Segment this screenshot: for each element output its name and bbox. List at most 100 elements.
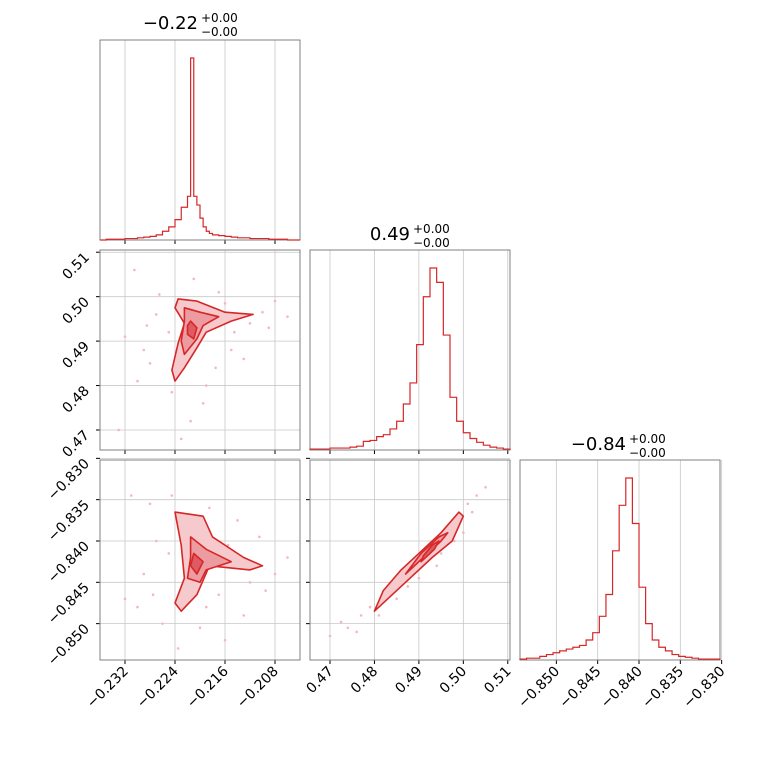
contour-p1-p3-ytick-label: −0.840 xyxy=(45,539,93,587)
contour-p1-p2-sample-point xyxy=(158,293,161,296)
contour-p1-p3-sample-point xyxy=(123,597,127,601)
contour-p2-p3-sample-point xyxy=(355,630,358,634)
contour-p2-p3-sample-point xyxy=(346,626,350,630)
title-p2-sub: −0.00 xyxy=(413,236,450,250)
title-p3-sub: −0.00 xyxy=(629,446,666,460)
contour-p2-p3-sample-point xyxy=(328,634,332,638)
title-p1: −0.22 +0.00 −0.00 xyxy=(143,11,238,39)
contour-p2-p3-sample-point xyxy=(368,605,372,609)
contour-p1-p2-sample-point xyxy=(142,348,146,352)
title-p3-sup: +0.00 xyxy=(629,432,666,446)
contour-p1-p2-sample-point xyxy=(217,290,221,294)
contour-p2-p3-sample-point xyxy=(406,585,410,588)
contour-p2-p3-sample-point xyxy=(462,531,465,535)
contour-p1-p3-ytick-label: −0.845 xyxy=(45,580,93,628)
contour-p1-p3-ytick-label: −0.835 xyxy=(45,497,93,545)
contour-p2-p3-xtick-label: 0.49 xyxy=(392,664,425,697)
contour-p1-p3-sample-point xyxy=(148,502,152,506)
contour-p2-p3-frame xyxy=(309,459,511,661)
contour-p1-p3-xtick-label: −0.208 xyxy=(234,664,282,712)
contour-p2-p3-sample-point xyxy=(417,576,421,580)
contour-p1-p2-level-2 xyxy=(180,306,220,356)
hist-p3-frame xyxy=(519,459,721,661)
contour-p2-p3-xtick-label: 0.48 xyxy=(348,664,381,697)
contour-p2-p3-sample-point xyxy=(359,614,363,617)
title-p1-sub: −0.00 xyxy=(201,25,238,39)
contour-p1-p3-ytick-label: −0.850 xyxy=(45,621,93,669)
hist-p2-step xyxy=(309,267,511,450)
contour-p1-p3-sample-point xyxy=(286,556,289,559)
contour-p2-p3-sample-point xyxy=(470,510,474,514)
contour-p1-p2-sample-point xyxy=(261,310,264,314)
title-p2: 0.49 +0.00 −0.00 xyxy=(370,222,450,250)
title-p1-sup: +0.00 xyxy=(201,11,238,25)
contour-p1-p3-frame xyxy=(99,459,301,661)
contour-p1-p3-sample-point xyxy=(161,622,164,625)
contour-p1-p2-sample-point xyxy=(133,268,136,272)
contour-p1-p3-sample-point xyxy=(258,535,261,539)
contour-p1-p3-sample-point xyxy=(136,605,139,609)
contour-p1-p3-sample-point xyxy=(129,494,133,497)
contour-p1-p3-sample-point xyxy=(226,543,230,547)
title-p3: −0.84 +0.00 −0.00 xyxy=(571,432,666,460)
contour-p1-p3-sample-point xyxy=(176,647,180,650)
contour-p1-p3-sample-point xyxy=(170,494,174,497)
contour-p1-p2-ytick-label: 0.50 xyxy=(59,294,92,327)
contour-p1-p3-sample-point xyxy=(236,519,239,522)
contour-p1-p3-sample-point xyxy=(248,581,252,584)
contour-p1-p2-sample-point xyxy=(273,299,277,303)
contour-p1-p2-sample-point xyxy=(170,390,174,394)
contour-p1-p3-sample-point xyxy=(151,593,155,597)
hist-p3-xtick-label: −0.835 xyxy=(639,664,687,712)
hist-p3-xtick-label: −0.850 xyxy=(515,664,563,712)
contour-p1-p3-level-3 xyxy=(189,552,204,575)
contour-p1-p3-sample-point xyxy=(167,552,171,555)
hist-p1-step xyxy=(100,57,300,241)
contour-p1-p3-sample-point xyxy=(264,589,267,592)
contour-p1-p3-ytick-label: −0.830 xyxy=(45,456,93,504)
contour-p1-p3-sample-point xyxy=(142,572,146,576)
contour-p1-p3-xtick-label: −0.216 xyxy=(184,663,232,711)
contour-p2-p3-sample-point xyxy=(435,564,438,568)
contour-p2-p3-sample-point xyxy=(475,494,478,497)
contour-p1-p2-sample-point xyxy=(248,322,252,325)
contour-p1-p3-sample-point xyxy=(208,506,211,510)
contour-p1-p3-sample-point xyxy=(242,614,246,617)
contour-p1-p2-sample-point xyxy=(148,362,152,365)
contour-p2-p3-sample-point xyxy=(453,539,456,543)
contour-p1-p2-sample-point xyxy=(136,379,139,383)
title-p1-value: −0.22 xyxy=(143,13,198,34)
contour-p1-p3-sample-point xyxy=(217,593,221,597)
contour-p1-p2-sample-point xyxy=(204,384,208,387)
contour-p1-p3-sample-point xyxy=(154,539,158,543)
contour-p2-p3-sample-point xyxy=(377,614,381,617)
contour-p1-p2-frame xyxy=(99,249,301,451)
contour-p1-p2-ytick-label: 0.47 xyxy=(59,428,92,461)
contour-p2-p3-sample-point xyxy=(466,502,470,506)
hist-p1-frame xyxy=(99,39,301,241)
contour-p1-p3-xtick-label: −0.232 xyxy=(84,664,132,712)
title-p3-value: −0.84 xyxy=(571,434,626,455)
hist-p3-xtick-label: −0.840 xyxy=(598,664,646,712)
contour-p1-p2-level-3 xyxy=(186,320,198,340)
title-p2-sup: +0.00 xyxy=(413,222,450,236)
contour-p1-p2-sample-point xyxy=(201,402,205,405)
hist-p2-frame xyxy=(309,249,511,451)
contour-p1-p2-ytick-label: 0.49 xyxy=(59,339,92,372)
contour-p2-p3-level-3 xyxy=(420,540,440,563)
contour-p2-p3-sample-point xyxy=(439,552,443,555)
contour-p1-p2-sample-point xyxy=(189,419,192,423)
contour-p1-p3-sample-point xyxy=(204,605,208,609)
contour-p1-p2-ytick-label: 0.48 xyxy=(59,383,92,416)
contour-p1-p2-sample-point xyxy=(117,428,121,432)
contour-p1-p2-sample-point xyxy=(123,335,127,338)
contour-p1-p2-ytick-label: 0.51 xyxy=(59,250,92,283)
contour-p1-p2-sample-point xyxy=(179,437,183,441)
contour-p2-p3-sample-point xyxy=(395,597,398,601)
contour-p2-p3-xtick-label: 0.47 xyxy=(303,664,336,697)
contour-p1-p2-sample-point xyxy=(286,315,289,318)
contour-p2-p3-xtick-label: 0.51 xyxy=(481,664,514,697)
hist-p3-xtick-label: −0.830 xyxy=(681,664,729,712)
contour-p1-p2-sample-point xyxy=(233,330,236,334)
contour-p1-p2-sample-point xyxy=(223,302,227,305)
